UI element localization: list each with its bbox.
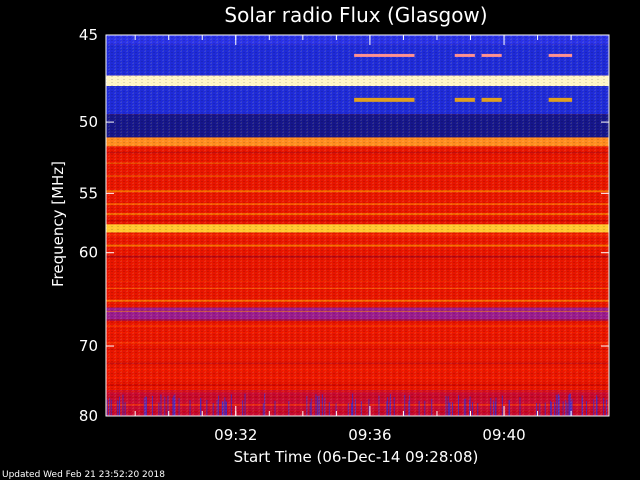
y-axis: 45 50 55 60 70 80 xyxy=(79,26,609,425)
burst-lower xyxy=(548,97,573,102)
y-tick-label: 60 xyxy=(79,244,98,262)
chart-title: Solar radio Flux (Glasgow) xyxy=(224,3,487,27)
burst-lower xyxy=(454,97,475,102)
x-axis-title: Start Time (06-Dec-14 09:28:08) xyxy=(234,448,479,466)
burst-upper xyxy=(548,53,573,57)
y-tick-label: 55 xyxy=(79,184,98,202)
y-axis-title: Frequency [MHz] xyxy=(49,161,67,287)
x-tick-label: 09:32 xyxy=(214,426,257,444)
burst-lower xyxy=(354,97,415,102)
burst-upper xyxy=(481,53,502,57)
x-tick-label: 09:40 xyxy=(482,426,525,444)
spectrum-texture xyxy=(106,35,609,416)
burst-upper xyxy=(354,53,415,57)
y-tick-label: 50 xyxy=(79,113,98,131)
y-tick-label: 70 xyxy=(79,337,98,355)
plot-area xyxy=(105,34,610,417)
x-axis: 09:32 09:36 09:40 xyxy=(134,35,572,444)
y-tick-label: 80 xyxy=(79,407,98,425)
x-tick-label: 09:36 xyxy=(348,426,391,444)
updated-timestamp: Updated Wed Feb 21 23:52:20 2018 xyxy=(2,470,165,480)
plot-frame xyxy=(105,34,610,417)
burst-upper xyxy=(454,53,475,57)
y-tick-label: 45 xyxy=(79,26,98,44)
burst-lower xyxy=(481,97,502,102)
